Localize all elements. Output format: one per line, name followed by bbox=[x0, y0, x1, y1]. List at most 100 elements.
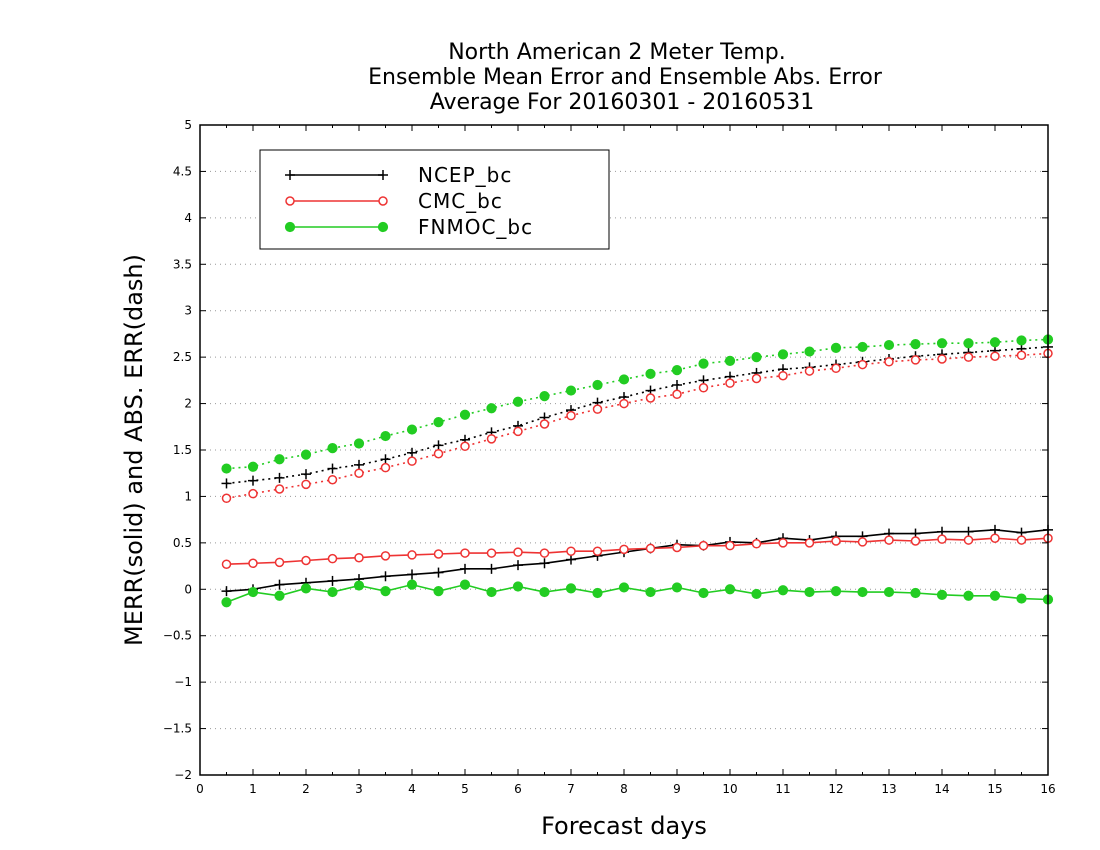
x-tick-label: 3 bbox=[355, 782, 363, 796]
y-tick-label: −0.5 bbox=[163, 629, 192, 643]
abs-err-point bbox=[512, 396, 524, 407]
merr-point bbox=[804, 538, 815, 548]
x-tick-label: 2 bbox=[302, 782, 310, 796]
abs-err-point bbox=[565, 385, 577, 396]
merr-point bbox=[407, 550, 417, 560]
x-tick-label: 7 bbox=[567, 782, 575, 796]
merr-point bbox=[724, 584, 736, 595]
chart-title: North American 2 Meter Temp. Ensemble Me… bbox=[368, 40, 883, 115]
legend-marker bbox=[377, 221, 389, 233]
merr-point bbox=[963, 590, 974, 601]
plot-series bbox=[221, 334, 1054, 608]
merr-point bbox=[433, 586, 444, 597]
merr-point bbox=[512, 581, 524, 592]
merr-point bbox=[327, 553, 338, 564]
abs-err-point bbox=[301, 469, 311, 480]
axis-ticks: −2−1.5−1−0.500.511.522.533.544.550 1 2 3 4 5 6… bbox=[163, 118, 1056, 796]
merr-point bbox=[618, 582, 630, 593]
merr-point bbox=[433, 549, 444, 559]
abs-err-point bbox=[592, 379, 603, 391]
x-tick-label: 0 bbox=[196, 782, 204, 796]
y-tick-label: −2 bbox=[174, 768, 192, 782]
merr-point bbox=[990, 524, 1000, 535]
abs-err-point bbox=[671, 365, 683, 376]
merr-point bbox=[963, 535, 974, 545]
abs-err-point bbox=[778, 370, 788, 381]
series-cmc-bc bbox=[221, 348, 1053, 569]
abs-err-point bbox=[486, 403, 497, 414]
merr-point bbox=[671, 582, 683, 593]
legend-item-fnmoc-bc: FNMOC_bc bbox=[284, 215, 533, 239]
x-tick-label: 11 bbox=[775, 782, 790, 796]
abs-err-point bbox=[804, 366, 815, 376]
abs-err-point bbox=[937, 354, 947, 364]
y-tick-label: 2 bbox=[184, 397, 192, 411]
abs-err-point bbox=[327, 474, 338, 485]
merr-point bbox=[407, 569, 417, 580]
legend-label: NCEP_bc bbox=[418, 163, 512, 187]
merr-point bbox=[327, 586, 338, 598]
merr-point bbox=[725, 540, 735, 551]
merr-point bbox=[937, 534, 947, 544]
abs-err-point bbox=[539, 391, 550, 402]
x-tick-label: 16 bbox=[1040, 782, 1055, 796]
y-tick-label: 0.5 bbox=[173, 536, 192, 550]
series-fnmoc-bc bbox=[221, 334, 1054, 608]
abs-err-point bbox=[963, 352, 974, 362]
merr-point bbox=[1016, 535, 1027, 545]
abs-err-point bbox=[433, 440, 444, 451]
abs-err-point bbox=[433, 448, 444, 459]
abs-err-point bbox=[989, 337, 1001, 348]
merr-line bbox=[226, 529, 1049, 592]
merr-point bbox=[857, 586, 868, 598]
abs-err-point bbox=[380, 454, 391, 465]
y-axis-label: MERR(solid) and ABS. ERR(dash) bbox=[120, 254, 148, 646]
merr-point bbox=[778, 538, 788, 548]
abs-err-point bbox=[751, 352, 762, 363]
merr-point bbox=[539, 548, 550, 558]
x-tick-label: 15 bbox=[987, 782, 1002, 796]
x-tick-label: 4 bbox=[408, 782, 416, 796]
abs-err-point bbox=[380, 430, 391, 442]
chart-title-line-1: North American 2 Meter Temp. bbox=[448, 40, 786, 65]
abs-err-point bbox=[831, 363, 841, 374]
y-tick-label: 2.5 bbox=[173, 350, 192, 364]
merr-point bbox=[221, 597, 232, 608]
merr-point bbox=[804, 586, 815, 598]
merr-point bbox=[989, 590, 1001, 601]
legend-label: FNMOC_bc bbox=[418, 215, 533, 239]
merr-point bbox=[565, 583, 577, 594]
merr-point bbox=[645, 543, 656, 554]
abs-err-point bbox=[698, 358, 709, 369]
merr-line bbox=[226, 583, 1049, 604]
y-tick-label: −1 bbox=[174, 675, 192, 689]
abs-err-point bbox=[513, 426, 523, 437]
x-tick-label: 1 bbox=[249, 782, 257, 796]
abs-err-point bbox=[221, 478, 232, 489]
y-tick-label: 4 bbox=[184, 211, 192, 225]
abs-err-point bbox=[1016, 350, 1027, 361]
abs-err-point bbox=[248, 475, 258, 486]
merr-point bbox=[221, 559, 232, 569]
merr-point bbox=[513, 560, 523, 571]
abs-err-point bbox=[353, 438, 365, 449]
merr-point bbox=[592, 587, 603, 599]
abs-err-point bbox=[433, 417, 444, 428]
merr-point bbox=[248, 558, 258, 569]
merr-point bbox=[460, 563, 470, 574]
abs-err-point bbox=[486, 434, 497, 444]
x-axis-label: Forecast days bbox=[541, 812, 707, 840]
merr-point bbox=[857, 537, 868, 547]
merr-point bbox=[433, 567, 444, 578]
merr-point bbox=[592, 546, 603, 556]
merr-point bbox=[645, 586, 656, 598]
x-tick-label: 8 bbox=[620, 782, 628, 796]
x-tick-label: 14 bbox=[934, 782, 949, 796]
merr-point bbox=[486, 586, 497, 598]
merr-point bbox=[539, 586, 550, 598]
abs-err-point bbox=[274, 454, 285, 465]
merr-point bbox=[751, 588, 762, 600]
abs-err-point bbox=[247, 461, 259, 472]
legend-item-ncep-bc: NCEP_bc bbox=[285, 163, 512, 187]
abs-err-point bbox=[619, 398, 629, 409]
